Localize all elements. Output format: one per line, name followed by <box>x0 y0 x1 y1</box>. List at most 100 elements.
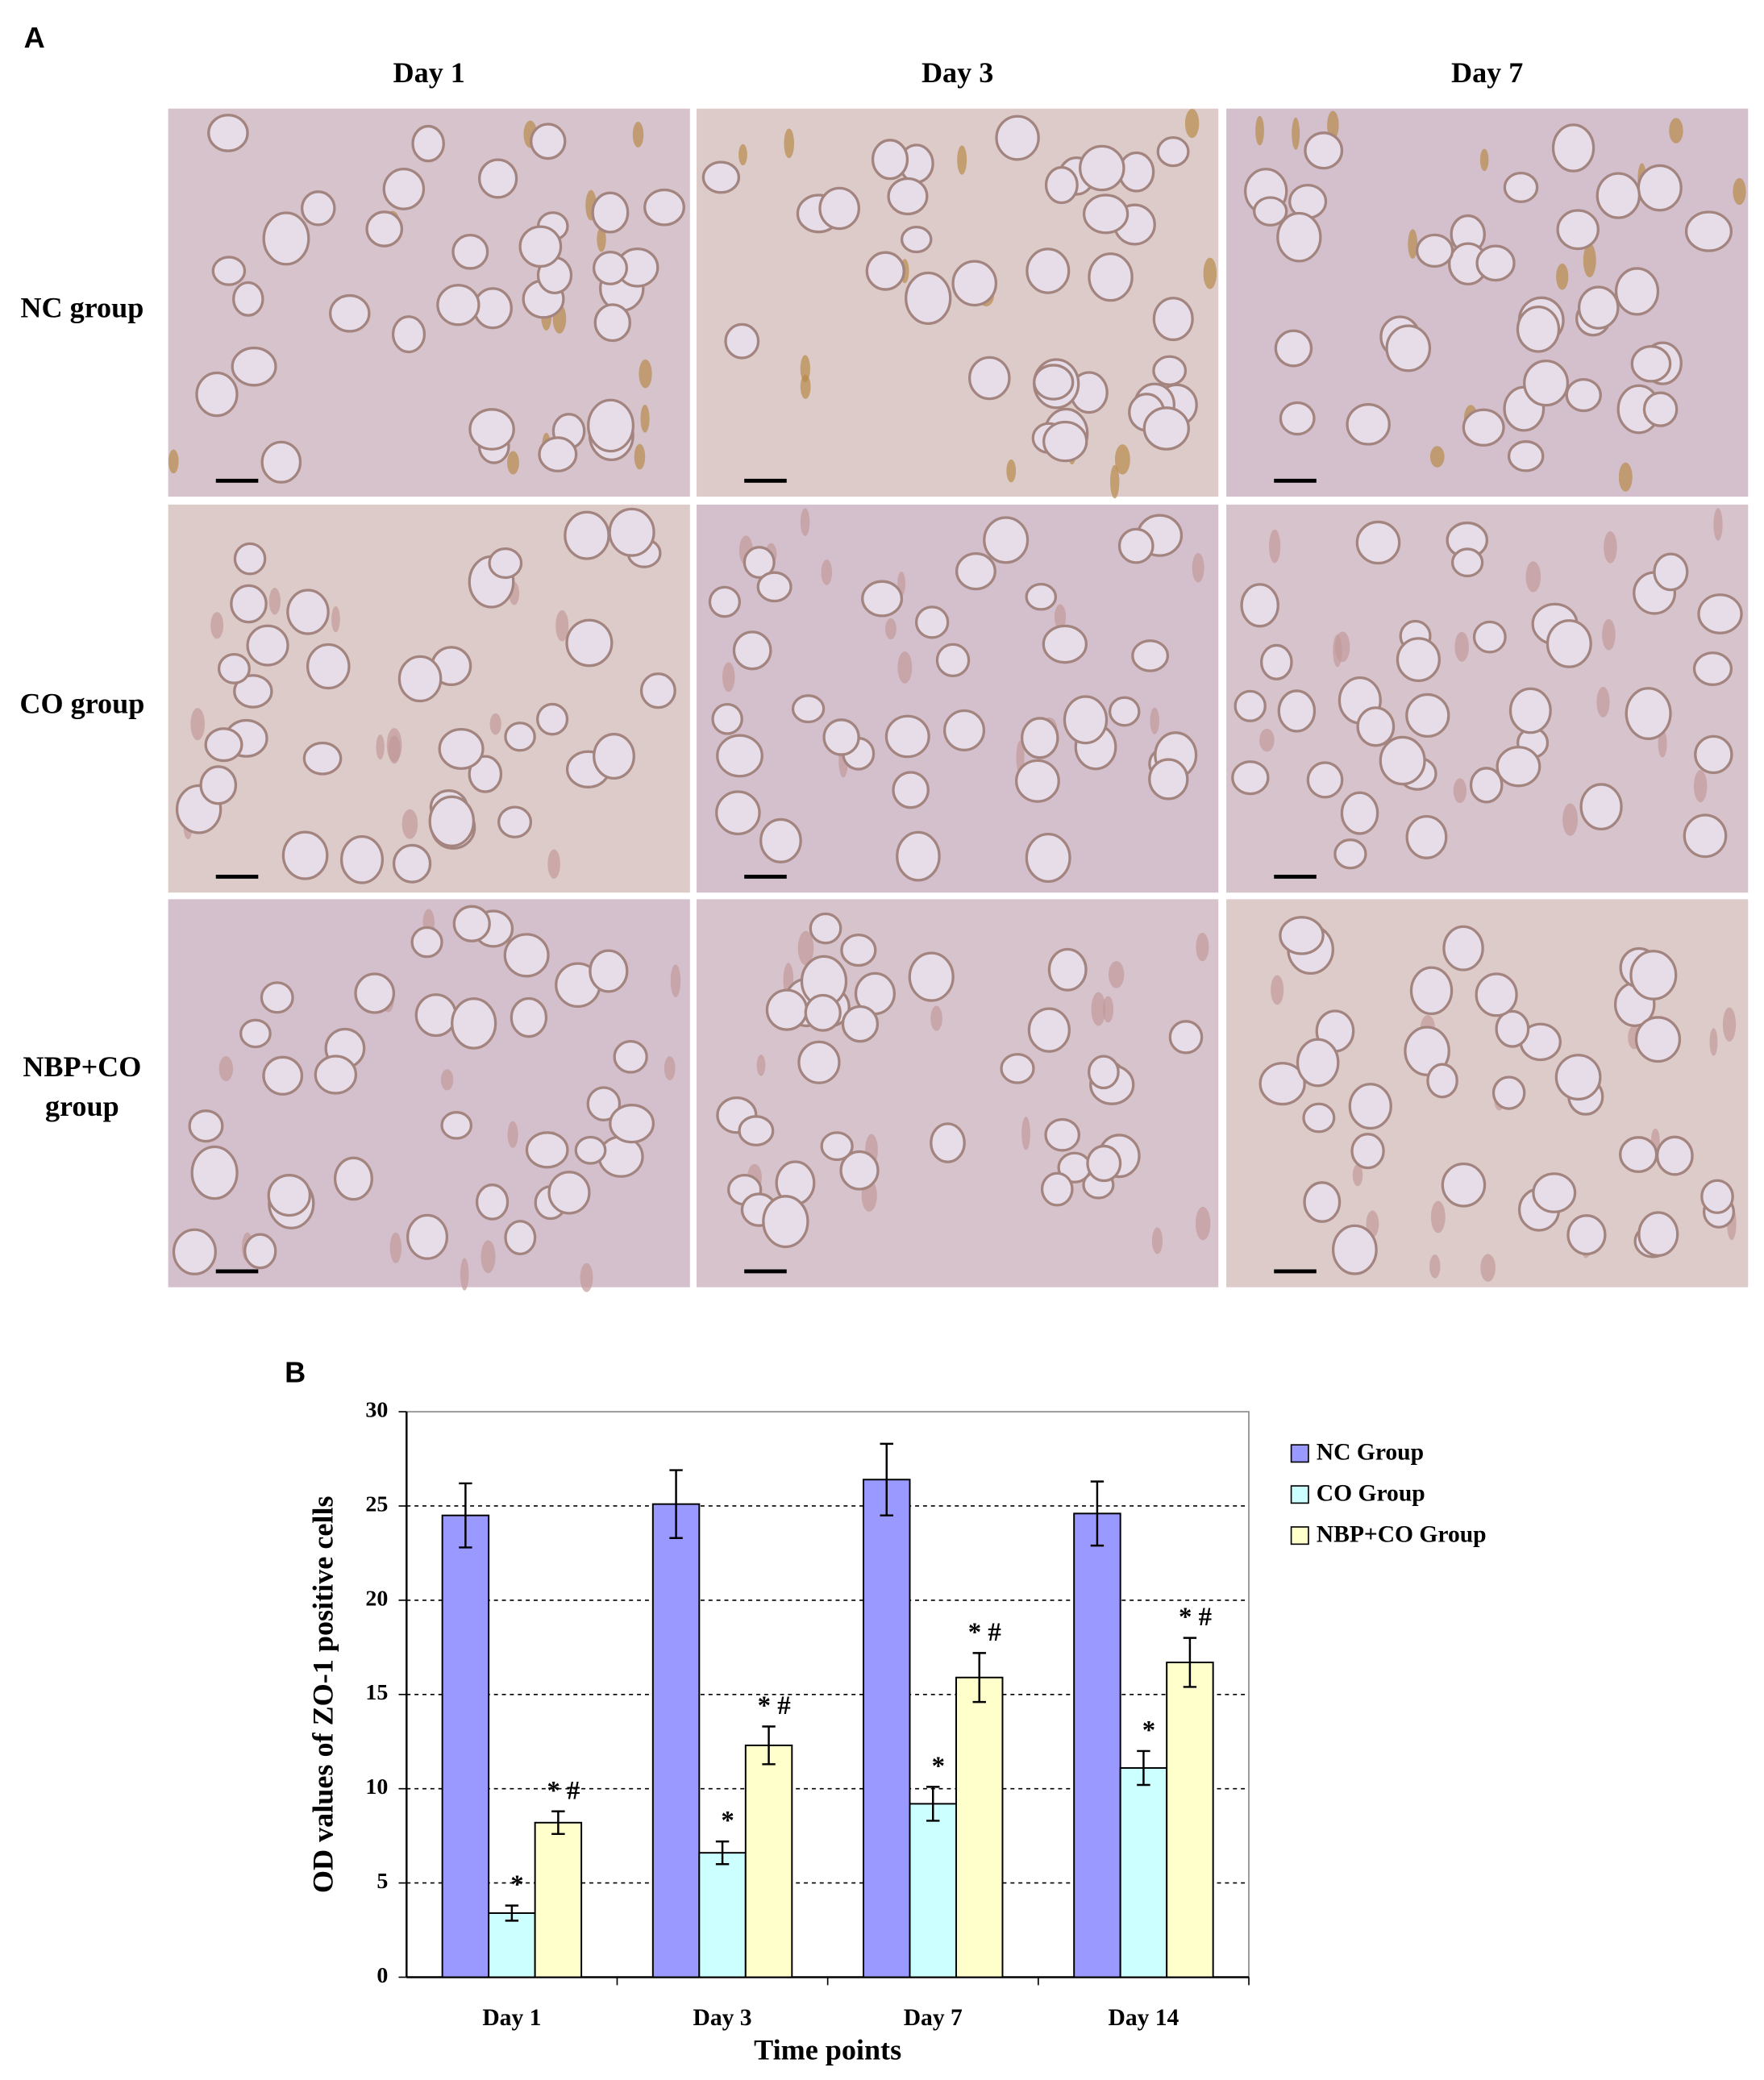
cell <box>1669 118 1683 144</box>
neuron <box>477 158 518 199</box>
cell <box>210 612 224 639</box>
neuron <box>914 605 950 639</box>
neuron <box>328 293 371 333</box>
cell <box>1453 778 1467 804</box>
neuron <box>190 1145 239 1200</box>
neuron <box>1350 1133 1385 1170</box>
cell <box>670 964 681 998</box>
neuron <box>1554 1054 1602 1101</box>
neuron <box>892 771 930 809</box>
neuron <box>451 997 497 1050</box>
neuron <box>587 398 635 453</box>
neuron <box>246 624 289 667</box>
neuron <box>716 734 763 778</box>
x-tick-label: Day 14 <box>1109 2005 1179 2031</box>
neuron <box>1507 440 1545 472</box>
neuron <box>1088 252 1134 302</box>
neuron <box>365 210 404 248</box>
cell <box>639 359 652 389</box>
cell <box>930 1005 942 1031</box>
neuron <box>1551 123 1596 173</box>
neuron <box>1577 285 1620 330</box>
cell <box>1271 975 1284 1005</box>
neuron <box>1495 1009 1530 1048</box>
error-bar <box>459 1482 472 1549</box>
neuron <box>1303 1181 1342 1223</box>
cell <box>1525 561 1541 593</box>
neuron <box>1450 547 1484 578</box>
x-axis-label: Time points <box>754 2033 901 2065</box>
neuron <box>839 1150 880 1191</box>
neuron <box>1117 527 1155 564</box>
neuron <box>738 1115 775 1147</box>
neuron <box>1385 324 1432 372</box>
neuron <box>1047 947 1088 992</box>
neuron <box>1404 1025 1450 1076</box>
neuron <box>593 303 631 343</box>
neuron <box>397 655 443 703</box>
neuron <box>930 1122 966 1163</box>
neuron <box>354 972 396 1014</box>
neuron <box>204 727 243 763</box>
neuron <box>1491 1075 1526 1110</box>
neuron <box>1565 377 1602 413</box>
cell <box>1021 1117 1030 1150</box>
neuron <box>1637 164 1683 212</box>
cell <box>268 588 281 615</box>
neuron <box>468 408 515 451</box>
neuron <box>497 805 533 838</box>
neuron <box>1142 406 1190 451</box>
neuron <box>791 694 826 724</box>
neuron <box>1152 297 1194 342</box>
neuron <box>286 589 330 635</box>
micrograph <box>697 899 1219 1288</box>
cell <box>1480 1254 1496 1282</box>
neuron <box>1279 916 1325 955</box>
neuron <box>199 765 238 805</box>
cell <box>738 144 747 166</box>
neuron <box>884 714 930 759</box>
significance: * # <box>1179 1603 1212 1632</box>
y-tick-label: 15 <box>365 1680 388 1705</box>
cell <box>218 1056 234 1082</box>
neuron <box>708 585 741 618</box>
cell <box>489 713 501 735</box>
cell <box>597 227 606 252</box>
neuron <box>1044 166 1079 205</box>
micrograph <box>1226 899 1749 1288</box>
neuron <box>818 186 860 231</box>
cell <box>821 560 833 585</box>
neuron <box>1441 1162 1487 1208</box>
cell <box>957 145 967 175</box>
neuron <box>262 211 310 266</box>
significance: * <box>510 1870 523 1899</box>
cell <box>800 355 810 383</box>
panel-label: A <box>24 21 45 54</box>
bar <box>863 1479 911 1978</box>
neuron <box>1240 583 1279 628</box>
neuron <box>1021 717 1059 759</box>
neuron <box>1546 619 1592 668</box>
error-bar <box>762 1725 776 1766</box>
cell <box>1184 109 1200 139</box>
neuron <box>1042 420 1088 463</box>
neuron <box>339 834 384 884</box>
cell <box>1618 462 1633 492</box>
neuron <box>391 315 426 354</box>
neuron <box>300 190 336 227</box>
x-tick-label: Day 1 <box>482 2005 541 2031</box>
bar <box>534 1821 583 1978</box>
legend-label: CO Group <box>1317 1480 1425 1506</box>
bar <box>651 1503 701 1978</box>
neuron <box>468 755 503 793</box>
neuron <box>530 123 567 160</box>
error-bar <box>1137 1749 1150 1787</box>
neuron <box>1629 950 1678 1000</box>
cell <box>1733 177 1746 206</box>
cell <box>1054 604 1067 630</box>
cell <box>1150 707 1159 734</box>
cell <box>1195 1206 1211 1241</box>
neuron <box>820 1131 854 1162</box>
neuron <box>715 790 761 836</box>
neuron <box>1276 211 1322 263</box>
